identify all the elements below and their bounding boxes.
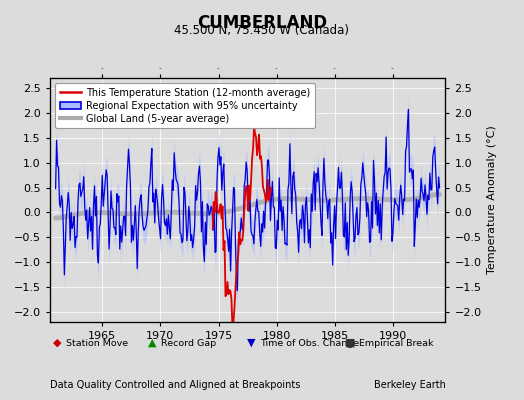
Text: ◆: ◆ [53, 338, 62, 348]
Text: CUMBERLAND: CUMBERLAND [197, 14, 327, 32]
Text: Time of Obs. Change: Time of Obs. Change [260, 338, 359, 348]
Text: Empirical Break: Empirical Break [359, 338, 434, 348]
Text: ▼: ▼ [247, 338, 256, 348]
Text: 45.500 N, 75.450 W (Canada): 45.500 N, 75.450 W (Canada) [174, 24, 350, 37]
Text: Berkeley Earth: Berkeley Earth [374, 380, 445, 390]
Legend: This Temperature Station (12-month average), Regional Expectation with 95% uncer: This Temperature Station (12-month avera… [54, 83, 315, 128]
Text: Data Quality Controlled and Aligned at Breakpoints: Data Quality Controlled and Aligned at B… [50, 380, 300, 390]
Text: Station Move: Station Move [67, 338, 128, 348]
Text: Record Gap: Record Gap [161, 338, 216, 348]
Text: ▲: ▲ [148, 338, 157, 348]
Y-axis label: Temperature Anomaly (°C): Temperature Anomaly (°C) [487, 126, 497, 274]
Text: ■: ■ [345, 338, 356, 348]
